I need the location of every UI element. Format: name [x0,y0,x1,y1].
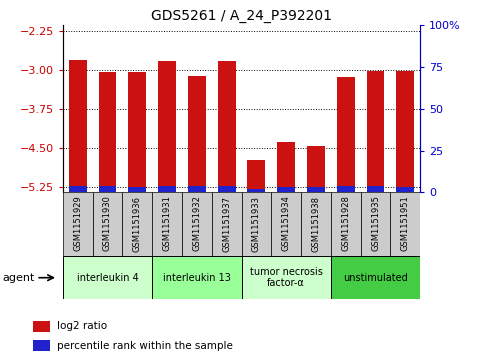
Bar [247,189,265,192]
Text: agent: agent [2,273,35,283]
Bar [128,187,146,192]
Text: tumor necrosis
factor-α: tumor necrosis factor-α [250,267,323,289]
Bar [337,77,355,192]
Bar [277,187,295,192]
FancyBboxPatch shape [182,192,212,256]
FancyBboxPatch shape [331,256,420,299]
Text: GSM1151935: GSM1151935 [371,196,380,252]
Bar [218,61,236,192]
Text: GSM1151938: GSM1151938 [312,196,320,252]
Bar [188,186,206,192]
FancyBboxPatch shape [63,256,152,299]
Bar [367,71,384,192]
FancyBboxPatch shape [242,256,331,299]
Bar [307,146,325,192]
Text: GSM1151931: GSM1151931 [163,196,171,252]
Text: GSM1151929: GSM1151929 [73,196,82,251]
Text: GSM1151951: GSM1151951 [401,196,410,251]
Text: GSM1151936: GSM1151936 [133,196,142,252]
Text: GSM1151937: GSM1151937 [222,196,231,252]
FancyBboxPatch shape [122,192,152,256]
FancyBboxPatch shape [390,192,420,256]
FancyBboxPatch shape [361,192,390,256]
Text: interleukin 4: interleukin 4 [77,273,138,283]
Bar [367,186,384,192]
Text: GSM1151928: GSM1151928 [341,196,350,252]
Bar [397,71,414,192]
Text: log2 ratio: log2 ratio [57,321,107,331]
FancyBboxPatch shape [212,192,242,256]
Text: GDS5261 / A_24_P392201: GDS5261 / A_24_P392201 [151,9,332,23]
FancyBboxPatch shape [271,192,301,256]
Bar [69,60,86,192]
Bar [69,186,86,192]
Bar [277,142,295,192]
FancyBboxPatch shape [152,256,242,299]
FancyBboxPatch shape [301,192,331,256]
FancyBboxPatch shape [242,192,271,256]
Bar [307,187,325,192]
Text: GSM1151932: GSM1151932 [192,196,201,252]
Bar [128,72,146,192]
FancyBboxPatch shape [63,192,93,256]
FancyBboxPatch shape [152,192,182,256]
Text: interleukin 13: interleukin 13 [163,273,231,283]
Bar [397,187,414,192]
Text: GSM1151933: GSM1151933 [252,196,261,252]
Text: unstimulated: unstimulated [343,273,408,283]
Text: percentile rank within the sample: percentile rank within the sample [57,341,233,351]
Text: GSM1151934: GSM1151934 [282,196,291,252]
Text: GSM1151930: GSM1151930 [103,196,112,252]
FancyBboxPatch shape [331,192,361,256]
Bar [33,321,50,332]
Bar [33,340,50,351]
Bar [218,186,236,192]
Bar [99,72,116,192]
Bar [158,186,176,192]
Bar [99,186,116,192]
Bar [158,61,176,192]
Bar [247,159,265,192]
Bar [337,186,355,192]
Bar [188,76,206,192]
FancyBboxPatch shape [93,192,122,256]
